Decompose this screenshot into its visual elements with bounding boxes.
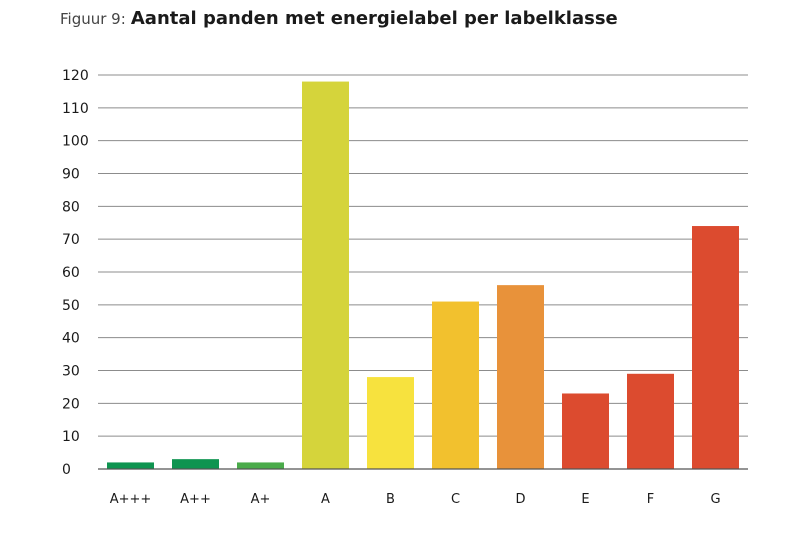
bar-aplusplus: [172, 459, 219, 469]
y-tick-label: 120: [62, 68, 89, 84]
x-tick-label: F: [647, 492, 654, 507]
y-tick-label: 70: [62, 232, 80, 248]
x-tick-label: B: [386, 492, 395, 507]
bar-a: [302, 81, 349, 470]
bar-e: [562, 393, 609, 469]
y-tick-label: 10: [62, 429, 80, 445]
chart-title-text: Aantal panden met energielabel per label…: [130, 8, 618, 29]
bar-b: [367, 377, 414, 469]
bar-d: [497, 285, 544, 469]
bar-aplus: [237, 462, 284, 469]
y-tick-label: 50: [62, 298, 80, 314]
bar-g: [692, 226, 739, 469]
chart-title: Figuur 9: Aantal panden met energielabel…: [60, 8, 618, 29]
y-tick-label: 110: [62, 101, 89, 117]
y-tick-label: 60: [62, 265, 80, 281]
y-tick-label: 40: [62, 331, 80, 347]
x-tick-label: C: [451, 492, 460, 507]
x-tick-label: G: [710, 492, 720, 507]
x-tick-label: D: [515, 492, 525, 507]
y-tick-label: 0: [62, 462, 71, 478]
y-tick-label: 100: [62, 134, 89, 150]
bar-f: [627, 373, 674, 469]
figure-number: Figuur 9:: [60, 10, 126, 28]
x-tick-label: A: [321, 492, 330, 507]
x-tick-label: A++: [180, 492, 211, 507]
y-tick-label: 80: [62, 199, 80, 215]
x-tick-label: A+: [251, 492, 271, 507]
x-tick-label: A+++: [110, 492, 152, 507]
y-tick-label: 90: [62, 167, 80, 183]
y-tick-label: 30: [62, 364, 80, 380]
bar-c: [432, 301, 479, 469]
y-tick-label: 20: [62, 396, 80, 412]
bar-aplusplusplus: [107, 462, 154, 469]
x-tick-label: E: [581, 492, 589, 507]
